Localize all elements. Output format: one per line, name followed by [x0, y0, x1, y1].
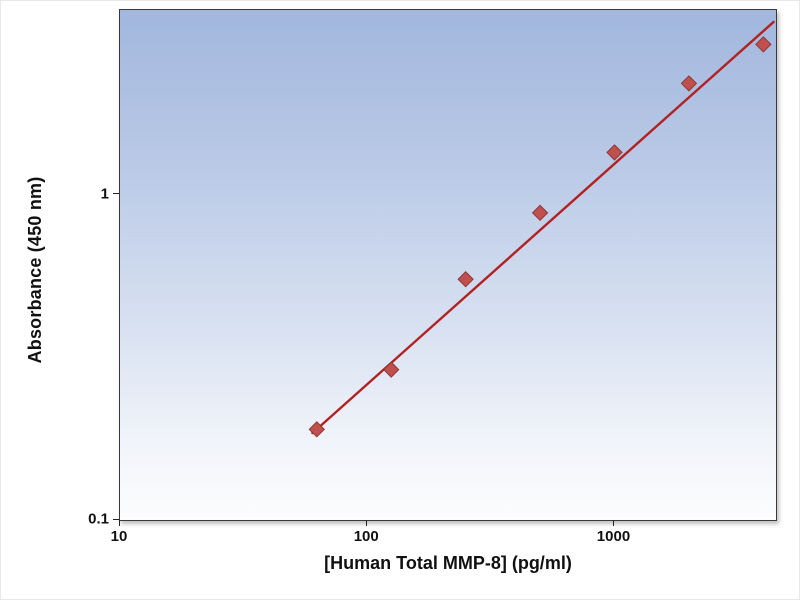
y-tick-label: 0.1	[88, 510, 109, 528]
x-tick-label: 1000	[596, 528, 631, 545]
x-axis-label: [Human Total MMP-8] (pg/ml)	[324, 553, 572, 573]
x-tick-mark	[612, 520, 614, 526]
data-point	[755, 36, 772, 53]
x-tick-label: 100	[353, 528, 379, 545]
x-tick-label: 10	[110, 528, 128, 545]
y-tick-mark	[113, 193, 119, 195]
x-tick-mark	[118, 520, 120, 526]
y-tick-mark	[113, 518, 119, 520]
x-tick-mark	[365, 520, 367, 526]
plot-area	[119, 9, 777, 521]
data-point	[680, 75, 698, 92]
data-point	[606, 144, 623, 161]
data-point	[383, 361, 400, 378]
trend-line	[311, 20, 775, 435]
plot-svg	[308, 20, 775, 438]
data-point	[308, 421, 325, 438]
y-tick-label: 1	[100, 185, 109, 203]
data-point	[531, 204, 549, 222]
y-axis-label: Absorbance (450 nm)	[25, 176, 45, 364]
data-point	[457, 271, 474, 288]
